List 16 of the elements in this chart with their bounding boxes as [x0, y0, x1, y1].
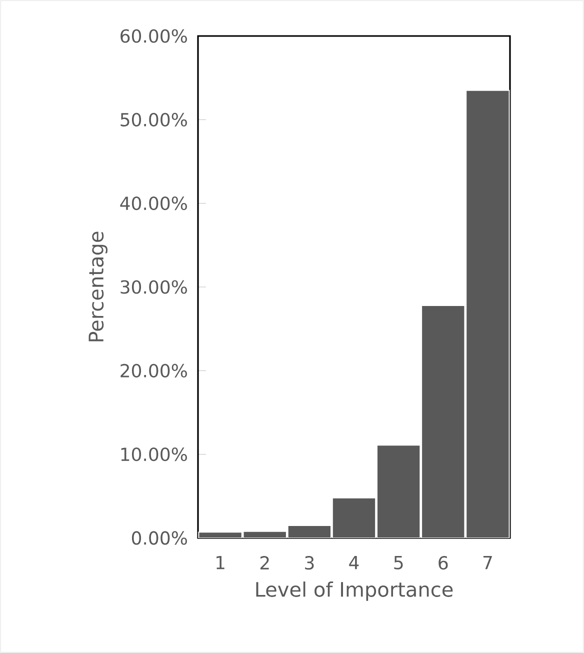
y-axis-title: Percentage	[88, 232, 108, 342]
x-tick-label: 6	[438, 556, 448, 570]
y-tick-label: 50.00%	[120, 112, 187, 126]
x-tick-label: 7	[483, 556, 492, 570]
x-tick-label: 1	[216, 556, 224, 570]
y-tick-label: 10.00%	[121, 448, 187, 462]
x-tick-label: 2	[260, 556, 269, 570]
y-tick-label: 0.00%	[132, 531, 187, 545]
y-tick-label: 60.00%	[120, 29, 187, 43]
y-tick-label: 20.00%	[120, 364, 187, 378]
x-tick-label: 5	[394, 556, 403, 570]
y-tick-label: 30.00%	[120, 280, 187, 294]
x-tick-label: 4	[349, 556, 359, 570]
y-tick-label: 40.00%	[120, 196, 187, 210]
x-axis-title: Level of Importance	[256, 581, 453, 601]
x-tick-label: 3	[305, 556, 314, 570]
